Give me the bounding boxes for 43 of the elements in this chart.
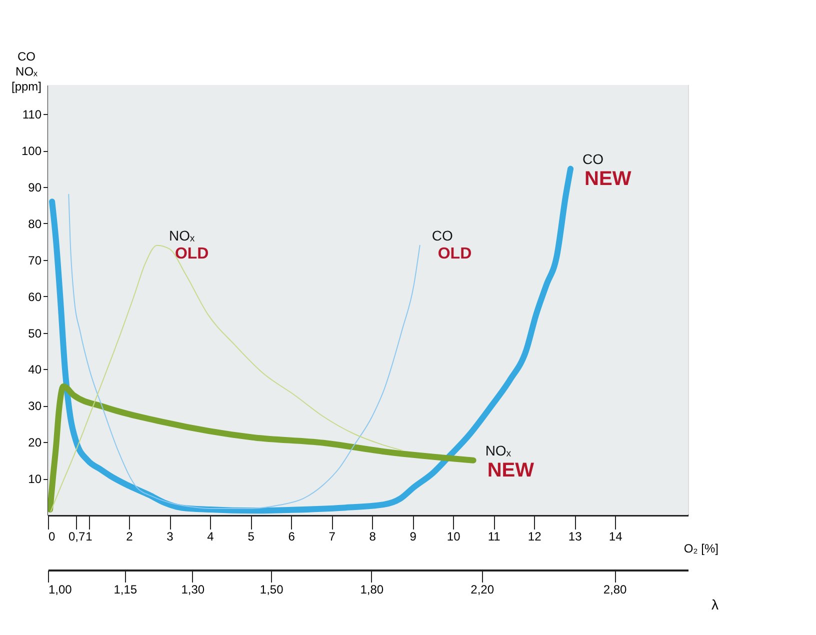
x-axis-title: O₂ [%]: [684, 542, 718, 556]
x-tick-label: 9: [410, 530, 417, 544]
x2-tick-label: 1,30: [181, 582, 205, 596]
y-axis-title: CO NOₓ [ppm]: [11, 50, 42, 94]
x2-tick-label: 1,80: [360, 582, 384, 596]
x2-tick-label: 1,00: [48, 582, 72, 596]
annotation: CO NEW: [582, 150, 632, 190]
x2-tick-label: 2,80: [603, 582, 628, 596]
x2-tick-label: 2,20: [470, 582, 494, 596]
x-tick-label: 1: [86, 530, 93, 544]
y-tick-label: 80: [28, 216, 42, 231]
x-tick-label: 0,7: [68, 530, 86, 544]
x2-tick-label: 1,50: [260, 582, 284, 596]
x2-axis-title: λ: [712, 596, 718, 612]
x-tick-label: 11: [488, 530, 501, 544]
x-tick-label: 13: [568, 530, 582, 544]
y-tick-label: 110: [22, 108, 42, 122]
x2-tick-label: 1,15: [114, 582, 138, 596]
annotation: CO OLD: [432, 227, 472, 262]
x-tick-label: 3: [166, 530, 174, 544]
x-tick-label: 8: [369, 530, 376, 544]
x-tick-label: 10: [446, 530, 461, 544]
x-tick-label: 5: [248, 530, 255, 544]
x-tick-label: 6: [288, 530, 296, 544]
x-tick-label: 7: [328, 530, 336, 544]
x-tick-label: 4: [207, 530, 214, 544]
annotation: NOₓ NEW: [485, 442, 534, 482]
y-tick-label: 70: [28, 253, 42, 268]
x-tick-label: 12: [528, 530, 542, 544]
line-series: [50, 244, 403, 512]
y-tick-label: 90: [28, 180, 42, 195]
y-tick-label: 60: [28, 290, 42, 304]
y-tick-label: 30: [28, 399, 42, 414]
x-tick-label: 14: [608, 530, 623, 544]
y-tick-label: 10: [28, 472, 42, 486]
x-tick-label: 2: [126, 530, 134, 544]
y-tick-label: 100: [21, 144, 42, 158]
annotation: NOₓ OLD: [168, 227, 209, 262]
y-tick-label: 20: [28, 436, 42, 450]
y-tick-label: 50: [28, 326, 42, 340]
line-series: [68, 194, 420, 509]
x-tick-label: 0: [48, 530, 56, 544]
y-tick-label: 40: [28, 362, 42, 377]
